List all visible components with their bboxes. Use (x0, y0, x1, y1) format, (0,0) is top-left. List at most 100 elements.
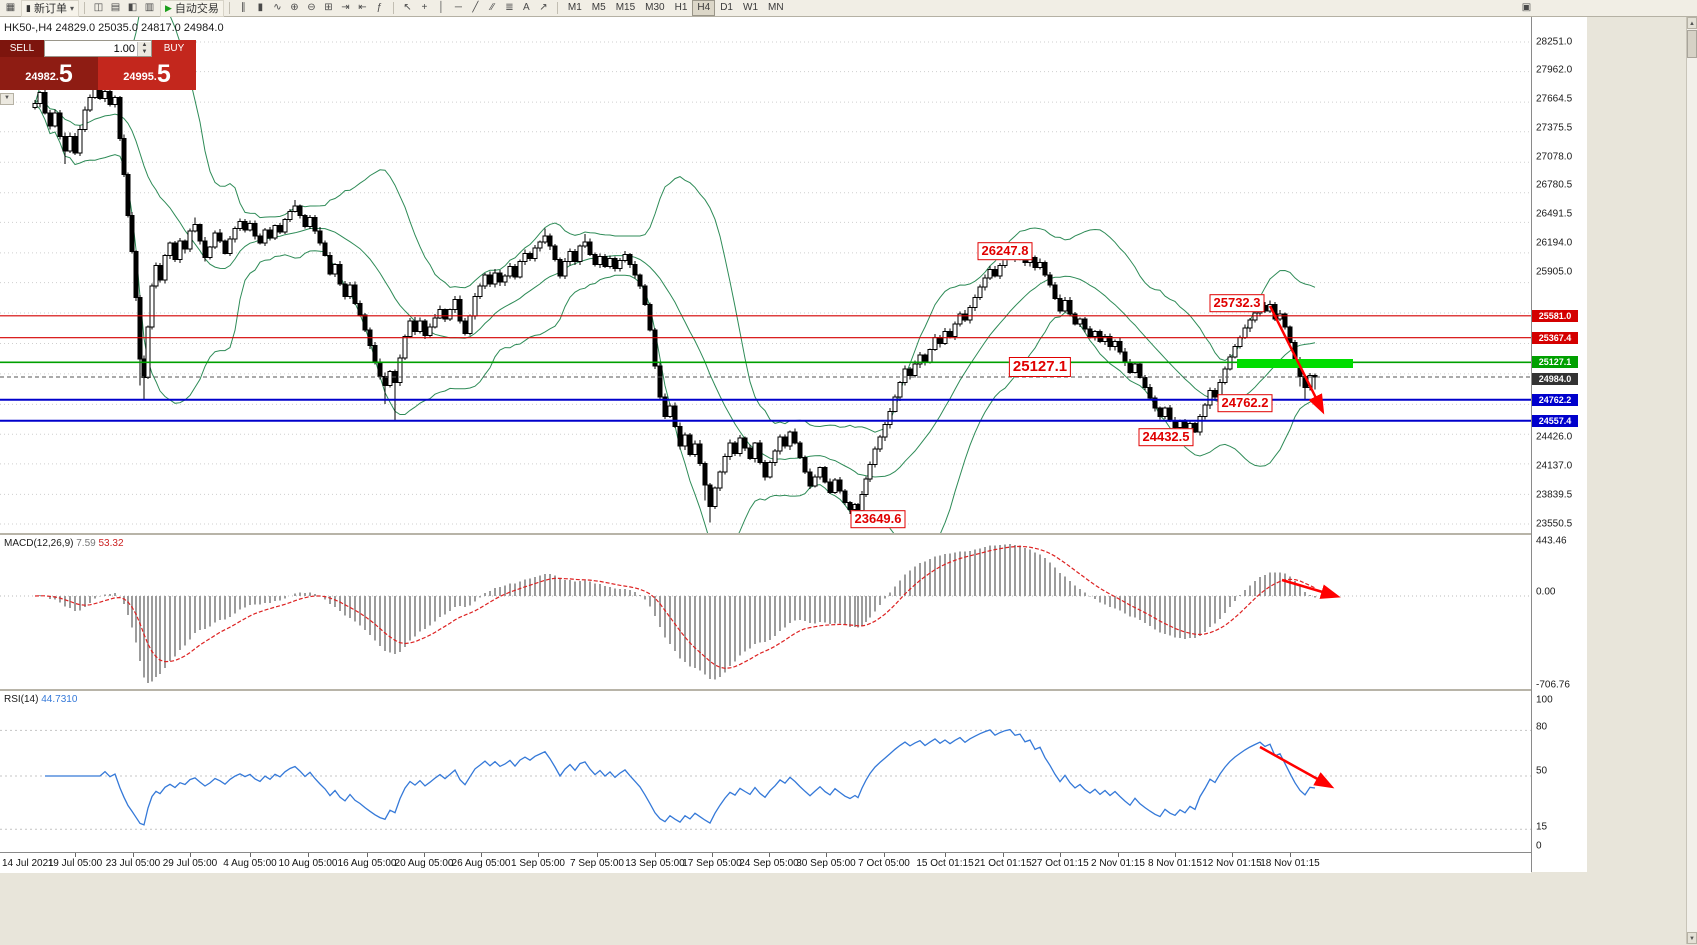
fibonacci-icon[interactable]: ≣ (505, 2, 514, 13)
time-label: 7 Oct 05:00 (858, 858, 910, 869)
zoom-out-icon[interactable]: ⊖ (307, 2, 316, 13)
line-chart-icon[interactable]: ∿ (273, 2, 282, 13)
timeframe-h1[interactable]: H1 (674, 2, 688, 13)
time-tick (712, 853, 713, 857)
candle (482, 272, 488, 290)
vertical-line-icon[interactable]: │ (438, 2, 445, 13)
pane-divider-main-macd[interactable] (0, 533, 1586, 535)
candle (997, 262, 1003, 280)
candle (332, 262, 338, 278)
bar-chart-icon[interactable]: ∥ (240, 2, 246, 13)
time-label: 7 Sep 05:00 (570, 858, 624, 869)
navigator-icon[interactable]: ▥ (144, 2, 155, 13)
sell-button[interactable]: 24982. 5 (0, 57, 98, 90)
candle (257, 233, 263, 245)
cursor-icon[interactable]: ↖ (403, 2, 412, 13)
price-annotation[interactable]: 24432.5 (1138, 428, 1194, 446)
sell-label[interactable]: SELL (0, 40, 44, 57)
data-window-icon[interactable]: ◧ (127, 2, 138, 13)
time-axis[interactable]: 14 Jul 2021 19 Jul 05:00 23 Jul 05:00 29 Ju… (0, 852, 1531, 873)
candle (57, 110, 63, 140)
timeframe-m30[interactable]: M30 (645, 2, 665, 13)
market-watch-icon[interactable]: ▤ (110, 2, 121, 13)
candle (182, 239, 188, 254)
candle (487, 271, 493, 287)
time-label: 24 Sep 05:00 (739, 858, 799, 869)
text-icon[interactable]: A (523, 2, 530, 13)
toolbar-separator (83, 2, 85, 14)
scrollbar-thumb[interactable] (1687, 30, 1697, 58)
horizontal-line-icon[interactable]: ─ (454, 2, 462, 13)
candle (902, 365, 908, 386)
crosshair-icon[interactable]: + (421, 2, 428, 13)
price-badge: 24762.2 (1532, 394, 1578, 406)
chart-window-icon[interactable]: ▣ (1521, 2, 1532, 13)
time-tick (655, 853, 656, 857)
candle (922, 353, 928, 366)
candle (1057, 294, 1063, 314)
trend-arrow[interactable] (1281, 578, 1341, 599)
candle (112, 95, 118, 108)
volume-input[interactable] (45, 41, 137, 56)
volume-field: ▲▼ (44, 40, 152, 57)
candle (822, 466, 828, 484)
candle (87, 94, 93, 112)
timeframe-w1[interactable]: W1 (743, 2, 758, 13)
rsi-pane-canvas[interactable] (0, 691, 1531, 852)
trend-arrow[interactable] (1268, 305, 1325, 415)
timeframe-m1[interactable]: M1 (567, 2, 582, 13)
candle (1037, 258, 1043, 270)
price-annotation[interactable]: 23649.6 (850, 510, 906, 528)
channel-icon[interactable]: ∕∕ (490, 2, 495, 13)
time-label: 16 Aug 05:00 (337, 858, 397, 869)
arrows-icon[interactable]: ↗ (539, 2, 548, 13)
candle (282, 218, 288, 235)
vertical-scrollbar[interactable]: ▲ ▼ (1686, 17, 1697, 944)
trend-arrow[interactable] (1259, 745, 1335, 789)
price-axis[interactable]: 28251.0 27962.0 27664.5 27375.5 27078.0 26780… (1531, 17, 1587, 872)
profiles-icon[interactable]: ◫ (93, 2, 104, 13)
time-tick (308, 853, 309, 857)
auto-scroll-icon[interactable]: ⇥ (341, 2, 350, 13)
timeframe-m15[interactable]: M15 (615, 2, 636, 13)
scroll-up-arrow-icon[interactable]: ▲ (1687, 17, 1697, 29)
timeframe-mn[interactable]: MN (768, 2, 784, 13)
main-chart-canvas[interactable] (0, 17, 1531, 533)
indicators-icon[interactable]: ƒ (376, 2, 383, 13)
one-click-collapse-button[interactable]: ▼ (0, 93, 14, 105)
candle (577, 244, 583, 266)
zoom-in-icon[interactable]: ⊕ (290, 2, 299, 13)
price-annotation[interactable]: 26247.8 (977, 242, 1033, 260)
candle (252, 220, 258, 240)
chart-shift-icon[interactable]: ⇤ (358, 2, 367, 13)
highlight-zone[interactable] (1237, 359, 1353, 368)
autotrading-button[interactable]: ▶ 自动交易 (159, 0, 224, 17)
new-order-button[interactable]: ▮ 新订单 ▾ (21, 0, 79, 17)
macd-indicator-label: MACD(12,26,9) 7.59 53.32 (4, 538, 124, 549)
timeframe-h4[interactable]: H4 (692, 0, 716, 16)
candle (1232, 343, 1238, 359)
trendline-icon[interactable]: ╱ (472, 2, 479, 13)
candle (627, 253, 633, 269)
price-annotation[interactable]: 25732.3 (1209, 294, 1265, 312)
candle (467, 314, 473, 336)
buy-label[interactable]: BUY (152, 40, 196, 57)
pane-divider-macd-rsi[interactable] (0, 689, 1586, 691)
timeframe-d1[interactable]: D1 (720, 2, 733, 13)
candle (967, 304, 973, 324)
scroll-down-arrow-icon[interactable]: ▼ (1687, 932, 1697, 944)
macd-pane-canvas[interactable] (0, 535, 1531, 689)
axis-label: 23839.5 (1536, 489, 1573, 501)
play-icon: ▶ (164, 2, 172, 13)
new-chart-icon[interactable]: ▦ (5, 2, 16, 13)
volume-stepper[interactable]: ▲ ▼ (137, 41, 151, 56)
spinner-up-icon[interactable]: ▲ (141, 41, 148, 48)
spinner-down-icon[interactable]: ▼ (141, 48, 148, 55)
candle (977, 284, 983, 301)
timeframe-m5[interactable]: M5 (591, 2, 606, 13)
price-annotation[interactable]: 24762.2 (1217, 394, 1273, 412)
candlestick-chart-icon[interactable]: ▮ (257, 2, 264, 13)
price-annotation[interactable]: 25127.1 (1008, 357, 1072, 377)
tile-windows-icon[interactable]: ⊞ (324, 2, 333, 13)
buy-button[interactable]: 24995. 5 (98, 57, 196, 90)
